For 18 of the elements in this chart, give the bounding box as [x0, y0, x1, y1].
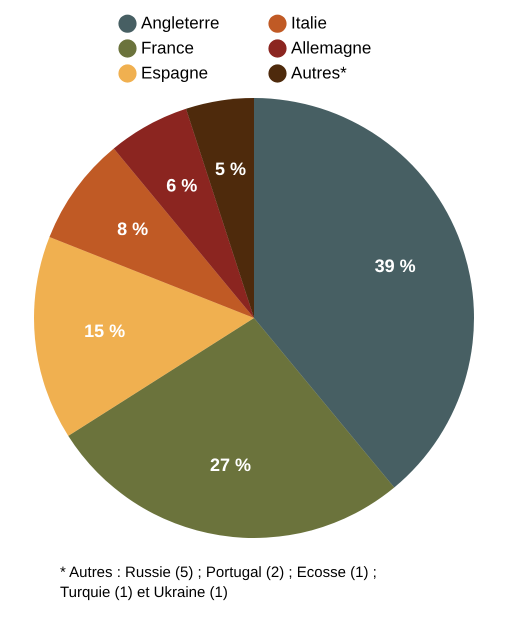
legend-label: Autres*	[291, 64, 348, 82]
pie-slice	[49, 148, 254, 318]
pie-slice	[68, 318, 394, 538]
data-label: 39 %	[374, 256, 416, 276]
legend-label: Allemagne	[291, 38, 372, 58]
legend-label: France	[141, 38, 194, 58]
data-label: 27 %	[210, 455, 252, 476]
pie-slice	[34, 237, 254, 436]
text: * Autres : Russie (5) ; Portugal (2) ; Ecosse (1) ; Turquie (1) et Ukraine (1)	[60, 564, 377, 601]
data-label: 5 %	[215, 158, 246, 179]
legend-label: Italie	[291, 14, 327, 33]
legend-label: Angleterre	[141, 14, 220, 33]
data-label: 8 %	[117, 218, 148, 239]
pie-slice	[254, 98, 474, 488]
data-label: 6 %	[166, 176, 198, 196]
pie-slice	[114, 108, 254, 318]
legend-label: Espagne	[141, 64, 208, 82]
data-label: 15 %	[84, 321, 126, 342]
